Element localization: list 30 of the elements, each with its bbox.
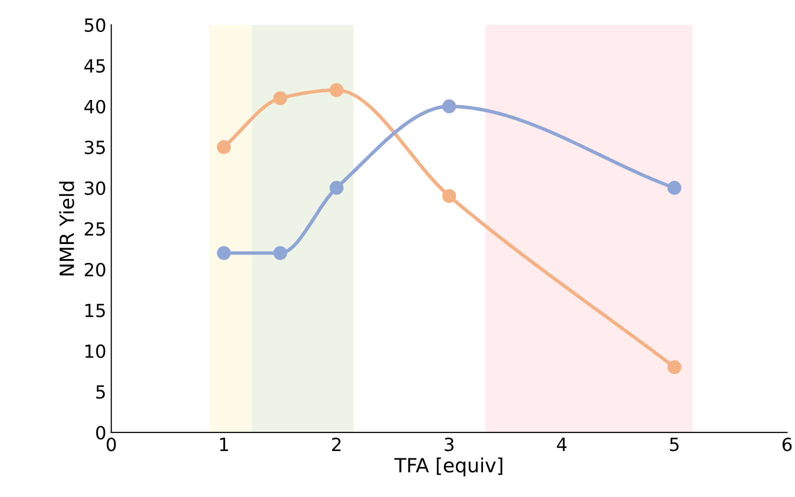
point	[273, 91, 288, 106]
y-tick-label: 20	[84, 262, 106, 276]
x-tick-label: 6	[782, 438, 792, 452]
point	[442, 99, 456, 114]
x-tick-label: 5	[670, 438, 679, 452]
y-tick-label: 25	[84, 222, 105, 236]
y-tick-label: 0	[96, 426, 106, 440]
y-tick-label: 30	[84, 181, 106, 195]
x-tick-label: 3	[444, 438, 454, 452]
x-axis-title: TFA [equiv]	[394, 458, 502, 476]
x-tick-label: 0	[106, 438, 116, 452]
y-tick-label: 15	[85, 304, 105, 318]
y-tick-label: 5	[96, 385, 105, 399]
x-tick-label: 1	[220, 438, 228, 451]
point	[216, 246, 231, 260]
point	[442, 189, 456, 203]
y-axis-title: NMR Yield	[59, 182, 74, 276]
y-tick-label: 40	[84, 100, 106, 114]
y-tick-label: 45	[84, 59, 105, 73]
point	[330, 180, 344, 195]
point	[330, 83, 344, 97]
y-tick-label: 35	[84, 140, 105, 154]
point	[216, 140, 231, 154]
point	[667, 360, 682, 374]
y-tick-label: 10	[85, 344, 106, 358]
point	[273, 246, 288, 260]
y-tick-label: 50	[84, 18, 106, 32]
x-tick-label: 2	[332, 438, 340, 451]
point	[667, 180, 682, 195]
x-tick-label: 4	[556, 438, 567, 451]
